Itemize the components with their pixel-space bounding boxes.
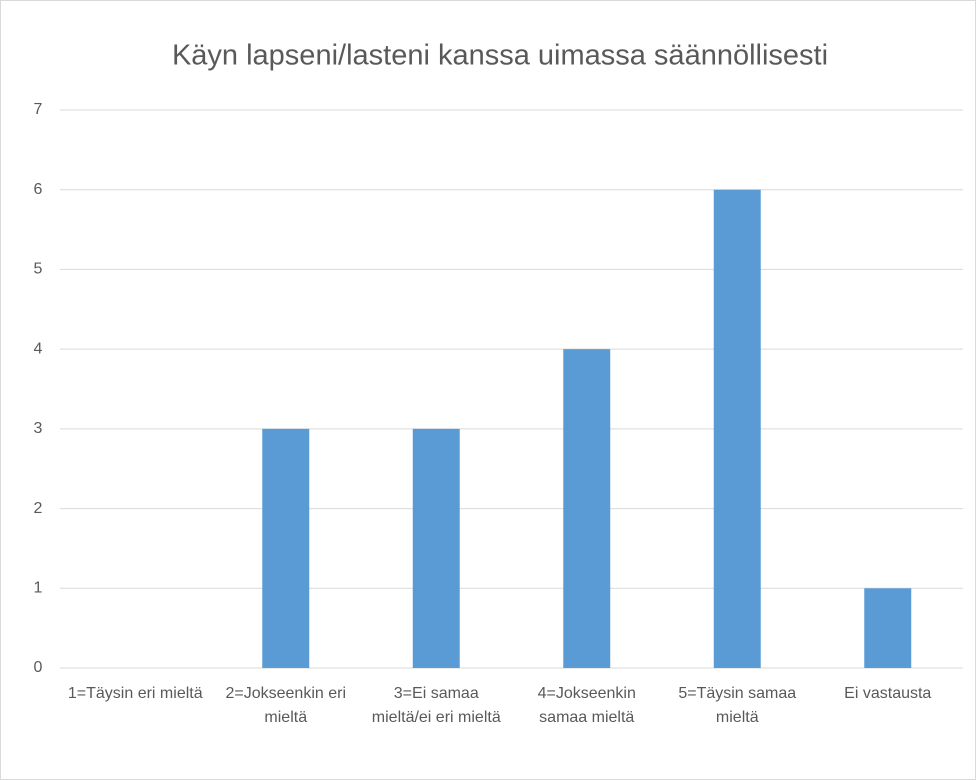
y-tick-label: 1	[34, 580, 43, 597]
bar	[262, 428, 310, 668]
x-tick-label: 2=Jokseenkin eri mieltä	[225, 685, 346, 726]
y-tick-label: 4	[34, 340, 43, 357]
y-tick-label: 7	[34, 101, 43, 118]
x-tick-label: 4=Jokseenkin samaa mieltä	[537, 685, 636, 726]
y-tick-label: 0	[34, 659, 43, 676]
x-tick-label: Ei vastausta	[844, 685, 932, 702]
bar	[563, 349, 611, 668]
x-tick-label: 5=Täysin samaa mieltä	[678, 685, 797, 726]
bar	[713, 189, 761, 668]
y-tick-label: 5	[34, 261, 43, 278]
x-tick-label: 1=Täysin eri mieltä	[67, 685, 203, 702]
bar	[412, 428, 460, 668]
x-tick-label: 3=Ei samaa mieltä/ei eri mieltä	[371, 685, 501, 726]
chart-title: Käyn lapseni/lasteni kanssa uimassa sään…	[172, 40, 828, 72]
y-tick-label: 3	[34, 420, 43, 437]
y-tick-label: 6	[34, 181, 43, 198]
bar	[864, 588, 912, 668]
y-tick-label: 2	[34, 500, 43, 517]
